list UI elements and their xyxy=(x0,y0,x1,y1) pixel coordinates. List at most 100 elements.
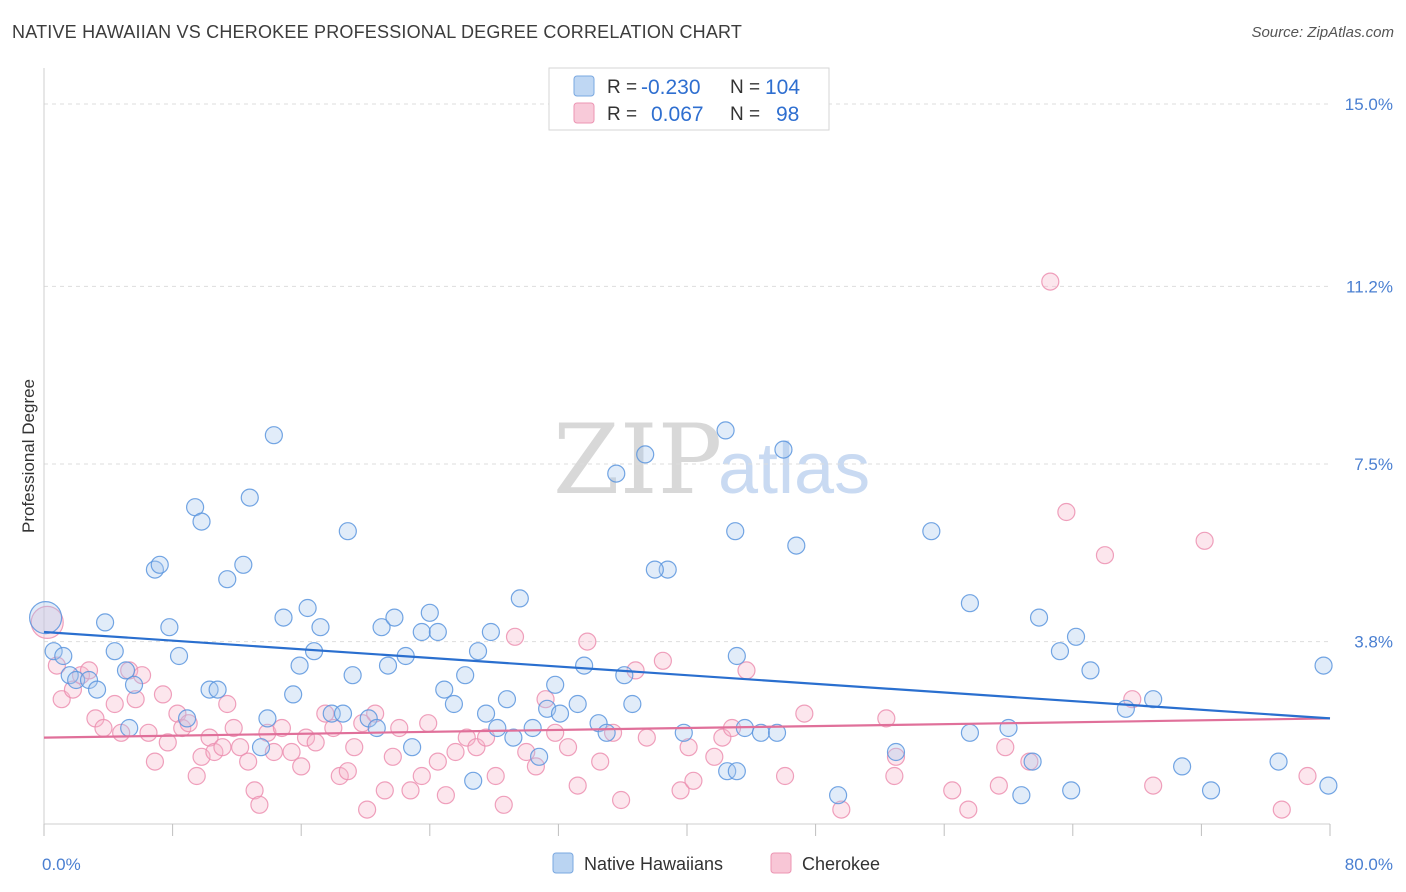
native-hawaiians-point xyxy=(1314,656,1333,675)
cherokee-point xyxy=(1057,502,1076,522)
native-hawaiians-point xyxy=(1062,781,1081,800)
native-hawaiians-trend-line xyxy=(43,630,1331,720)
native-hawaiians-point xyxy=(218,570,237,589)
cherokee-point xyxy=(877,709,896,728)
cherokee-point xyxy=(989,776,1008,795)
native-hawaiians-point xyxy=(274,608,293,627)
cherokee-point xyxy=(1195,531,1214,550)
cherokee-point xyxy=(578,632,597,651)
cherokee-point xyxy=(292,757,311,776)
bottom-legend-swatch-cherokee xyxy=(770,852,792,874)
cherokee-point xyxy=(63,680,83,699)
cherokee-point xyxy=(145,752,165,771)
cherokee-point xyxy=(446,742,465,762)
native-hawaiians-point xyxy=(150,555,169,574)
native-hawaiians-point xyxy=(208,680,227,699)
native-hawaiians-point xyxy=(264,426,283,445)
legend-n-value: 98 xyxy=(776,103,799,126)
native-hawaiians-point xyxy=(95,613,115,632)
source-credit: Source: ZipAtlas.com xyxy=(1251,24,1394,41)
cherokee-point xyxy=(775,766,795,786)
native-hawaiians-point xyxy=(87,680,107,699)
cherokee-points xyxy=(30,272,1317,819)
native-hawaiians-point xyxy=(546,675,565,694)
cherokee-point xyxy=(1041,272,1060,291)
native-hawaiians-point xyxy=(367,718,386,738)
cherokee-point xyxy=(239,752,258,771)
cherokee-point xyxy=(713,728,732,747)
y-tick-label: 15.0% xyxy=(1345,95,1393,114)
cherokee-point xyxy=(505,627,525,646)
cherokee-point xyxy=(684,771,703,790)
cherokee-point xyxy=(158,733,177,752)
native-hawaiians-point xyxy=(234,555,253,574)
native-hawaiians-point xyxy=(120,718,139,738)
native-hawaiians-point xyxy=(636,445,655,464)
cherokee-point xyxy=(637,728,656,747)
native-hawaiians-point xyxy=(497,690,517,709)
legend-swatch-native-hawaiians xyxy=(573,75,595,97)
native-hawaiians-point xyxy=(615,666,634,685)
bottom-legend-label-cherokee: Cherokee xyxy=(802,854,880,874)
cherokee-point xyxy=(1272,800,1291,819)
native-hawaiians-point xyxy=(716,421,735,440)
cherokee-point xyxy=(224,718,243,738)
y-tick-label: 11.2% xyxy=(1346,277,1393,296)
native-hawaiians-point xyxy=(385,608,404,627)
cherokee-point xyxy=(200,728,219,747)
native-hawaiians-point xyxy=(1201,781,1221,800)
cherokee-point xyxy=(494,795,513,814)
cherokee-point xyxy=(1144,776,1163,795)
cherokee-point xyxy=(231,738,250,757)
cherokee-point xyxy=(996,738,1015,757)
y-axis-title: Professional Degree xyxy=(19,379,38,533)
native-hawaiians-point xyxy=(333,704,353,723)
native-hawaiians-point xyxy=(116,661,136,680)
native-hawaiians-point xyxy=(623,694,642,714)
cherokee-point xyxy=(412,766,431,786)
native-hawaiians-point xyxy=(468,642,488,661)
legend: R = -0.230 N = 104 R = 0.067 N = 98 xyxy=(548,67,830,131)
native-hawaiians-point xyxy=(1173,757,1192,776)
cherokee-point xyxy=(272,718,292,738)
native-hawaiians-point xyxy=(476,704,496,723)
native-hawaiians-point xyxy=(488,718,507,738)
native-hawaiians-point xyxy=(343,666,362,685)
native-hawaiians-points xyxy=(29,421,1338,805)
cherokee-point xyxy=(316,704,335,723)
cherokee-point xyxy=(375,781,394,800)
native-hawaiians-point xyxy=(54,646,73,666)
native-hawaiians-point xyxy=(177,709,197,728)
cherokee-point xyxy=(338,762,357,781)
native-hawaiians-point xyxy=(607,464,626,483)
native-hawaiians-point xyxy=(727,762,746,781)
native-hawaiians-point xyxy=(428,622,447,642)
cherokee-point xyxy=(282,742,301,762)
bottom-legend-swatch-native-hawaiians xyxy=(552,852,574,874)
native-hawaiians-point xyxy=(240,488,259,507)
legend-r-value: 0.067 xyxy=(651,103,704,126)
native-hawaiians-point xyxy=(29,600,63,635)
native-hawaiians-point xyxy=(674,723,693,742)
native-hawaiians-point xyxy=(481,622,500,642)
native-hawaiians-point xyxy=(1144,690,1163,709)
cherokee-point xyxy=(526,757,545,776)
legend-box xyxy=(548,67,830,131)
native-hawaiians-point xyxy=(960,594,980,613)
native-hawaiians-point xyxy=(67,670,86,690)
native-hawaiians-point xyxy=(258,709,277,728)
native-hawaiians-point xyxy=(378,656,398,675)
native-hawaiians-point xyxy=(169,646,189,666)
cherokee-point xyxy=(213,738,232,757)
native-hawaiians-point xyxy=(160,618,179,637)
cherokee-point xyxy=(105,694,124,714)
cherokee-point xyxy=(611,790,631,810)
native-hawaiians-point xyxy=(311,618,330,637)
native-hawaiians-point xyxy=(922,522,941,541)
cherokee-point xyxy=(401,781,420,800)
cherokee-point xyxy=(250,795,269,814)
cherokee-point xyxy=(457,728,476,747)
cherokee-point xyxy=(653,651,672,670)
legend-r-label: R = xyxy=(607,104,637,125)
cherokee-point xyxy=(737,661,756,680)
